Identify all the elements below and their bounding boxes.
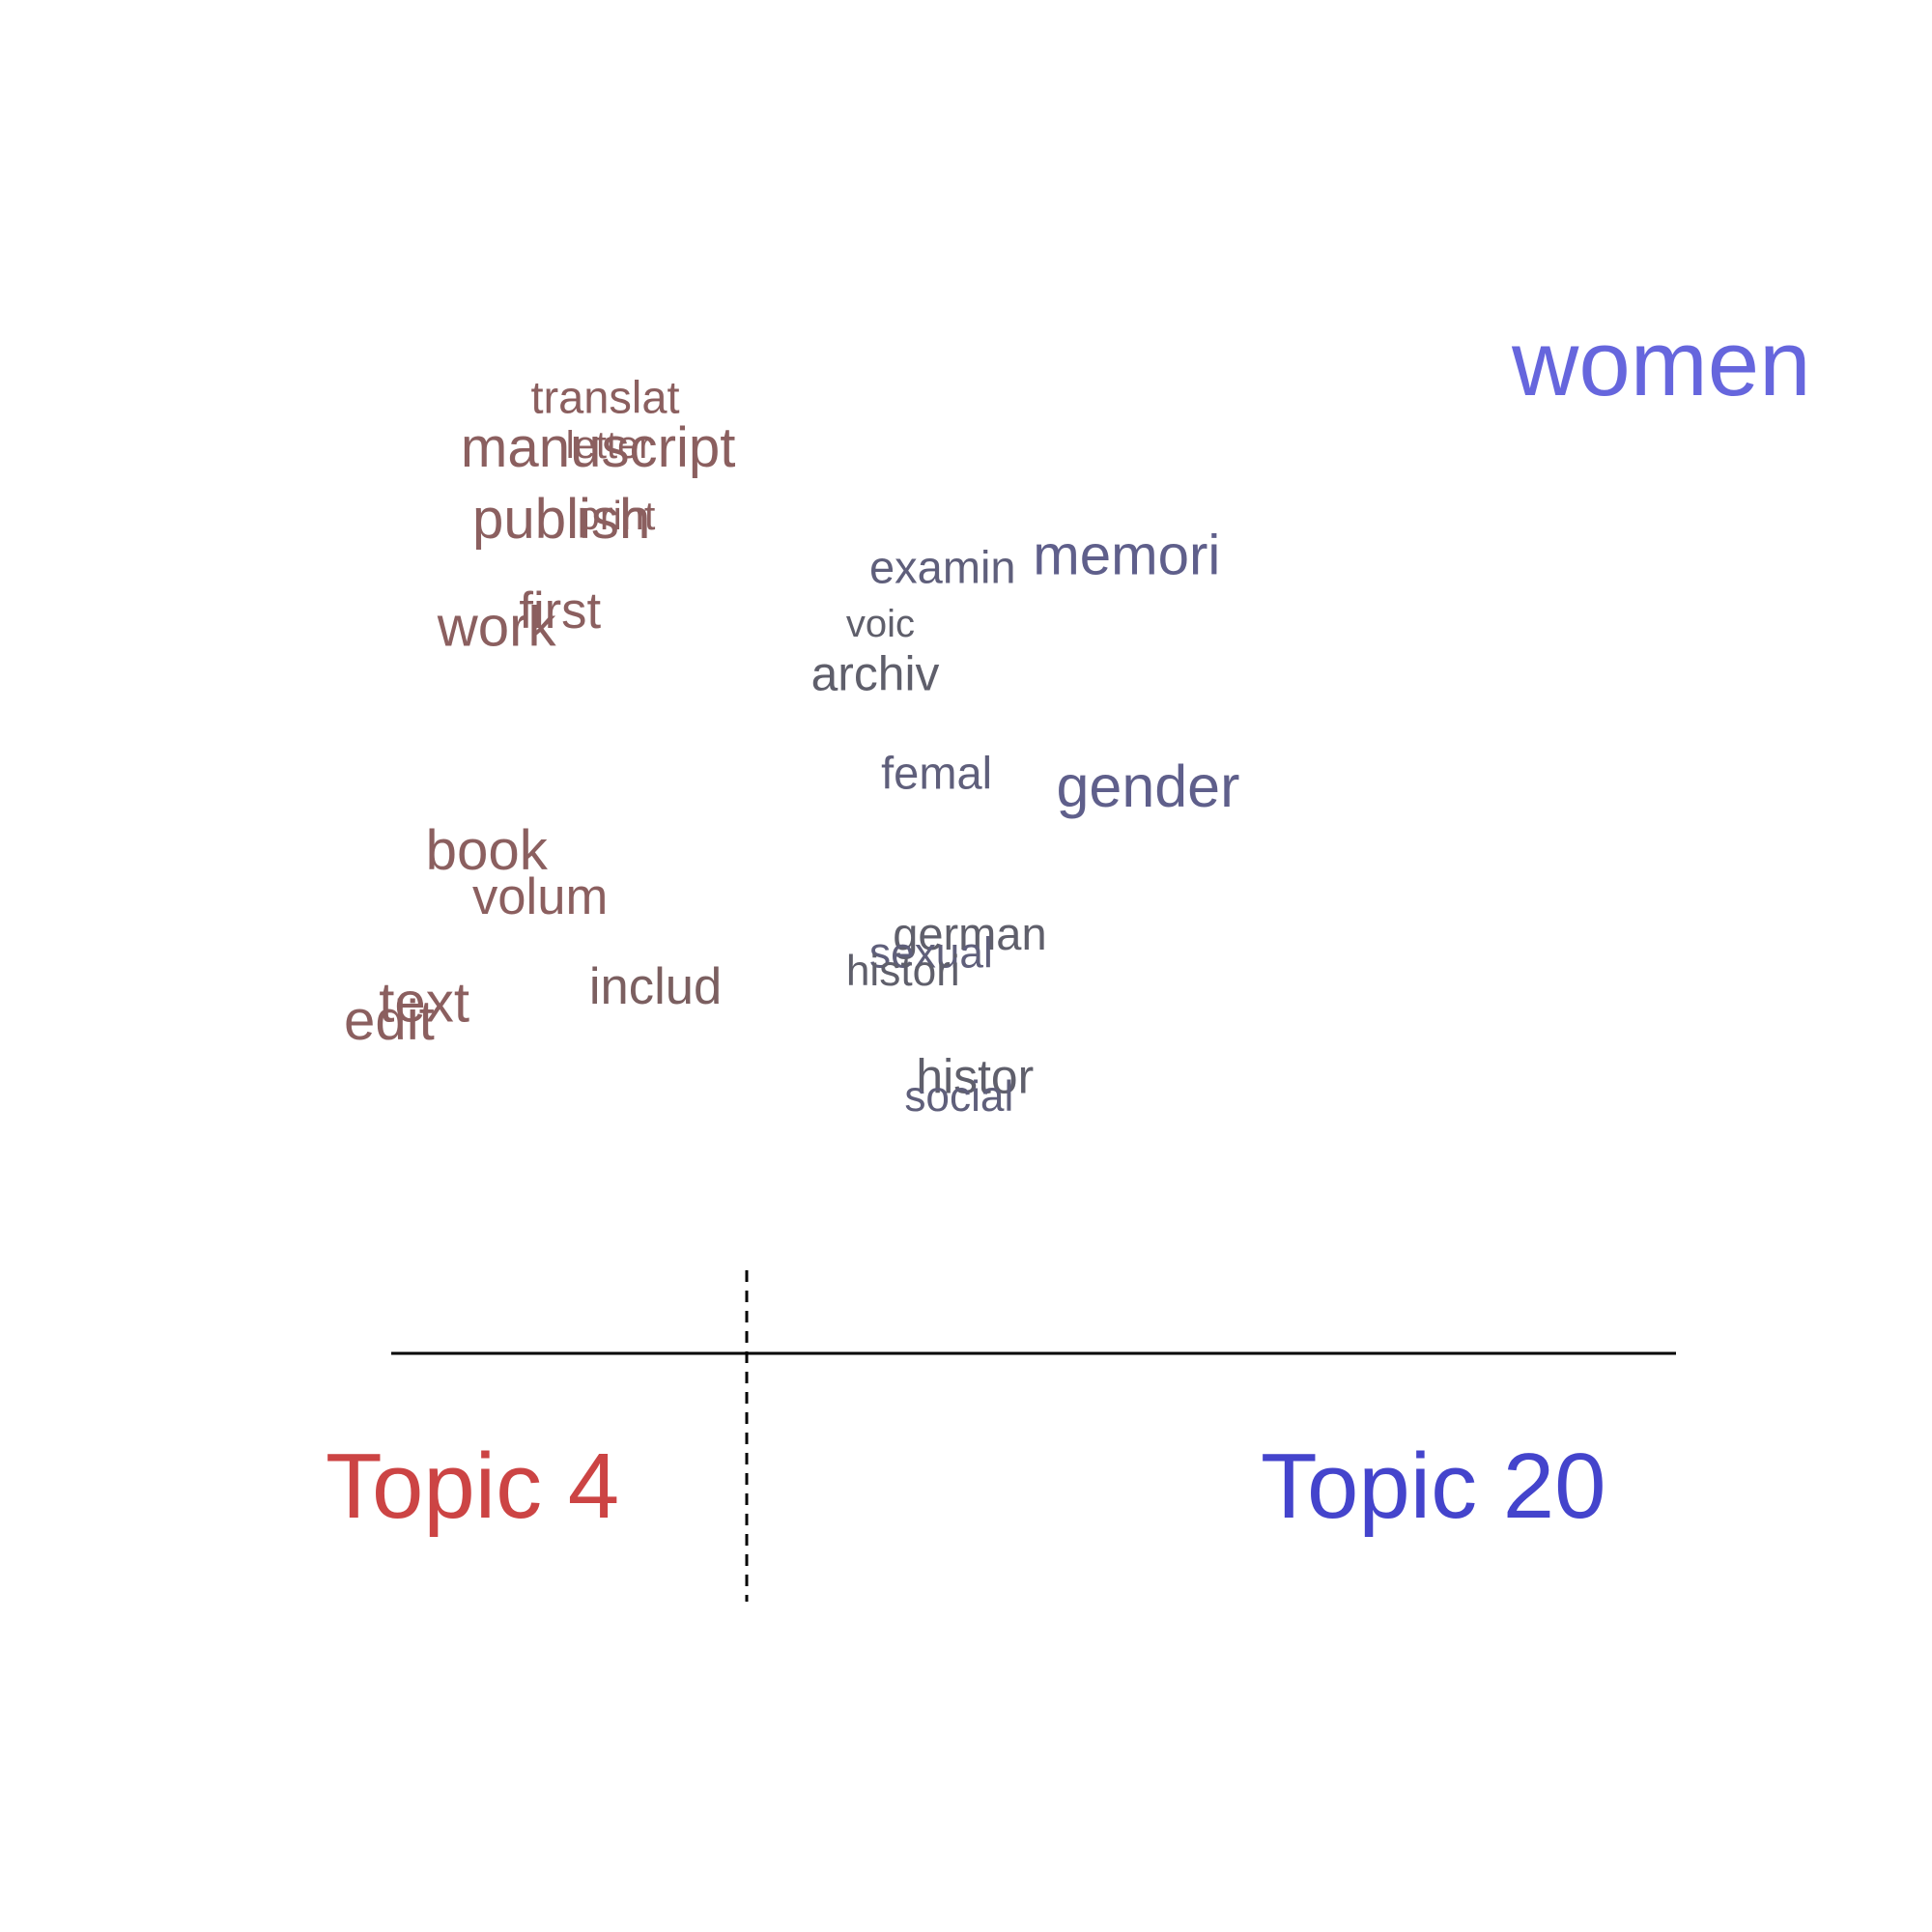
- word-volum: volum: [472, 868, 608, 925]
- word-histor: histor: [916, 1049, 1034, 1103]
- topic-label-right: Topic 20: [1261, 1435, 1606, 1538]
- word-sexual: sexual: [869, 930, 993, 978]
- word-gender: gender: [1056, 753, 1239, 819]
- word-translat: translat: [530, 372, 679, 423]
- word-edit: edit: [344, 989, 435, 1052]
- word-women: women: [1511, 312, 1810, 415]
- word-voic: voic: [846, 603, 915, 645]
- word-femal: femal: [881, 748, 992, 799]
- word-print: print: [578, 494, 656, 538]
- word-work: work: [437, 595, 557, 658]
- word-manuscript: manuscript: [461, 416, 736, 479]
- word-publish: publish: [472, 488, 650, 551]
- word-first: first: [519, 582, 601, 639]
- word-memori: memori: [1033, 524, 1220, 586]
- word-examin: examin: [869, 542, 1016, 593]
- word-includ: includ: [589, 958, 722, 1015]
- topic-label-left: Topic 4: [326, 1435, 619, 1538]
- word-archiv: archiv: [811, 647, 940, 701]
- word-social: social: [904, 1073, 1013, 1121]
- word-histori: histori: [846, 948, 960, 995]
- word-letter: letter: [566, 424, 652, 467]
- word-book: book: [426, 819, 549, 882]
- word-text: text: [379, 971, 469, 1034]
- word-german: german: [893, 908, 1046, 959]
